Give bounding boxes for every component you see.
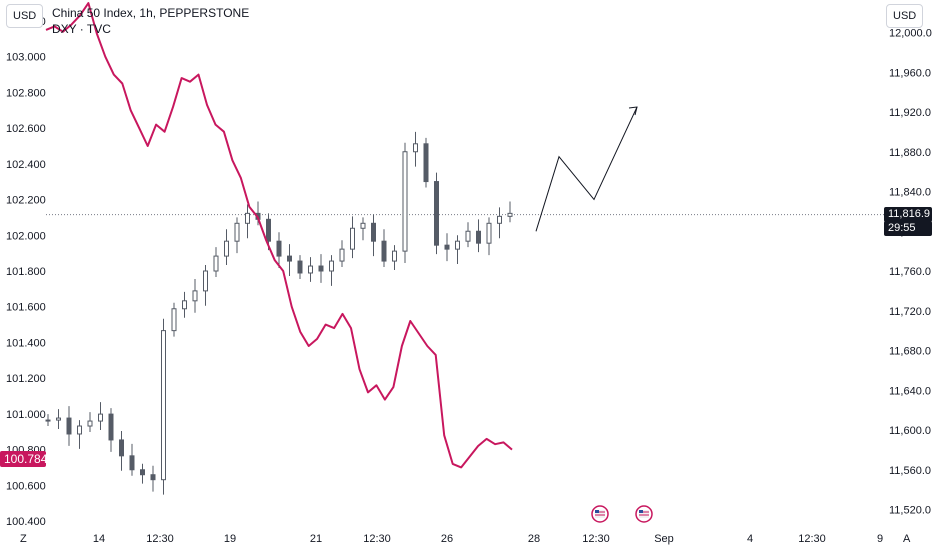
current-price-badge: 11,816.9 — [884, 207, 932, 222]
candle-body — [108, 413, 114, 441]
right-axis-tick-label: 12,000.0 — [889, 28, 932, 40]
x-axis-tick-label: 28 — [528, 533, 540, 545]
candle-body — [234, 222, 240, 242]
x-axis-tick-label: 19 — [224, 533, 236, 545]
right-axis-ticks: 11,520.0 11,560.0 11,600.0 11,640.0 11,680.0… — [889, 28, 932, 517]
x-axis-tick-label: 12:30 — [582, 533, 610, 545]
right-axis-tick-label: 11,520.0 — [889, 505, 931, 517]
dxy-series-line — [45, 2, 513, 469]
candle-body — [182, 300, 187, 310]
us-event-icon[interactable] — [591, 505, 609, 523]
candle-body — [402, 151, 408, 252]
candle-body — [98, 413, 103, 422]
x-axis-tick-label: 12:30 — [146, 533, 174, 545]
candle-body — [66, 417, 72, 435]
corner-right-label[interactable]: A — [903, 533, 911, 545]
projection-line — [535, 106, 638, 232]
right-axis-tick-label: 11,680.0 — [889, 346, 931, 358]
left-axis-tick-label: 103.000 — [6, 52, 46, 64]
x-axis-tick-label: 14 — [93, 533, 105, 545]
left-axis-tick-label: 101.400 — [6, 337, 46, 349]
right-axis-tick-label: 11,840.0 — [889, 187, 931, 199]
x-axis-tick-label: 9 — [877, 533, 883, 545]
countdown-badge: 29:55 — [884, 221, 932, 236]
candle-body — [287, 255, 292, 262]
left-axis-tick-label: 100.600 — [6, 480, 46, 492]
right-axis-tick-label: 11,600.0 — [889, 425, 931, 437]
corner-left-label[interactable]: Z — [20, 533, 27, 545]
x-axis-ticks: 14 12:30 19 21 12:30 26 28 12:30 Sep 4 12:30 9 — [93, 533, 883, 545]
us-event-icon[interactable] — [635, 505, 653, 523]
compare-symbol-label[interactable]: DXY · TVC — [52, 22, 111, 36]
candle-body — [507, 212, 513, 217]
x-axis-tick-label: 12:30 — [798, 533, 826, 545]
candle-body — [360, 222, 366, 229]
x-axis-tick-label: 21 — [310, 533, 322, 545]
x-axis-tick-label: 12:30 — [363, 533, 391, 545]
left-axis-tick-label: 102.800 — [6, 87, 46, 99]
candle-body — [318, 265, 324, 272]
right-axis-tick-label: 11,920.0 — [889, 107, 931, 119]
candle-body — [266, 218, 271, 242]
candle-body — [276, 240, 282, 257]
candle-body — [140, 469, 145, 476]
right-axis-tick-label: 11,960.0 — [889, 67, 931, 79]
candle-body — [297, 260, 303, 274]
left-axis-tick-label: 102.600 — [6, 123, 46, 135]
right-axis-tick-label: 11,880.0 — [889, 147, 931, 159]
candle-body — [87, 420, 93, 427]
candle-body — [329, 260, 334, 272]
candle-body — [381, 240, 387, 262]
left-axis-tick-label: 101.000 — [6, 409, 46, 421]
candle-body — [45, 419, 51, 422]
candle-body — [497, 215, 502, 224]
candle-body — [161, 330, 166, 481]
candle-body — [350, 227, 355, 250]
candle-body — [308, 265, 313, 274]
candle-body — [486, 222, 492, 244]
candle-body — [434, 181, 439, 246]
candle-body — [119, 439, 124, 457]
candle-body — [150, 474, 156, 481]
candle-body — [224, 240, 229, 257]
candle-body — [371, 222, 376, 242]
candle-body — [245, 212, 250, 224]
left-axis-tick-label: 101.600 — [6, 302, 46, 314]
right-axis-tick-label: 11,560.0 — [889, 465, 931, 477]
right-axis-tick-label: 11,720.0 — [889, 306, 931, 318]
left-axis-tick-label: 100.400 — [6, 516, 46, 528]
candle-body — [77, 425, 82, 435]
candle-body — [392, 250, 397, 262]
dxy-last-value-badge: 100.784 — [0, 451, 47, 467]
candle-body — [455, 240, 460, 250]
left-axis-tick-label: 101.800 — [6, 266, 46, 278]
chart-title: China 50 Index, 1h, PEPPERSTONE — [52, 6, 250, 20]
right-axis-tick-label: 11,760.0 — [889, 266, 931, 278]
left-axis-unit-button[interactable]: USD — [6, 4, 44, 28]
candle-body — [192, 290, 198, 302]
candle-body — [203, 270, 208, 292]
candles — [45, 131, 513, 495]
candle-body — [339, 248, 345, 262]
candle-body — [476, 230, 481, 244]
candle-body — [444, 244, 450, 250]
left-axis-tick-label: 102.200 — [6, 195, 46, 207]
x-axis-tick-label: Sep — [654, 533, 674, 545]
candle-body — [465, 230, 471, 242]
right-axis-unit-button[interactable]: USD — [886, 4, 924, 28]
projection-arrowhead — [628, 106, 638, 116]
right-axis-tick-label: 11,640.0 — [889, 385, 931, 397]
candle-body — [423, 143, 429, 183]
left-axis-tick-label: 102.400 — [6, 159, 46, 171]
left-axis-tick-label: 102.000 — [6, 230, 46, 242]
x-axis-tick-label: 4 — [747, 533, 753, 545]
left-axis-tick-label: 101.200 — [6, 373, 46, 385]
candle-body — [171, 308, 177, 332]
candle-body — [413, 143, 418, 153]
candle-body — [129, 455, 135, 471]
candle-body — [56, 417, 61, 421]
x-axis-tick-label: 26 — [441, 533, 453, 545]
candle-body — [213, 255, 219, 272]
